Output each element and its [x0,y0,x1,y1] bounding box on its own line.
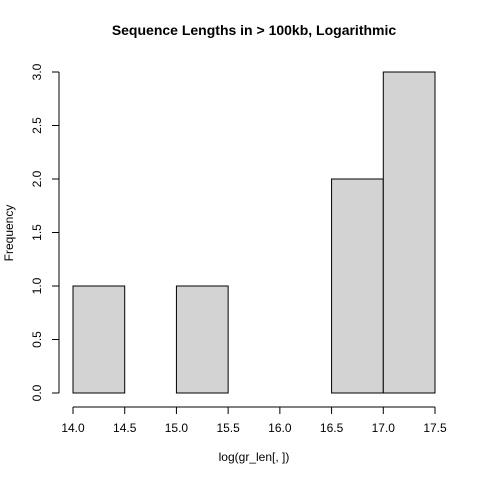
x-tick-label: 17.5 [423,421,447,435]
y-axis-label: Frequency [2,205,16,262]
x-axis-label: log(gr_len[, ]) [219,450,290,464]
y-tick-label: 2.5 [30,117,44,134]
bars-layer [72,71,436,394]
x-tick-label: 17.0 [372,421,396,435]
y-tick-label: 0.5 [30,331,44,348]
x-axis: 14.0 14.5 15.0 15.5 16.0 16.5 17.0 17.5 [61,406,447,435]
histogram-bar-0 [72,285,126,394]
histogram-bar-2 [175,285,229,394]
y-tick-label: 1.5 [30,224,44,241]
y-tick-label: 3.0 [30,63,44,80]
y-tick-label: 0.0 [30,384,44,401]
x-tick-label: 16.5 [320,421,344,435]
x-tick-label: 15.0 [165,421,189,435]
chart-title: Sequence Lengths in > 100kb, Logarithmic [112,22,397,38]
y-axis: 0.0 0.5 1.0 1.5 2.0 2.5 3.0 [30,63,60,401]
y-tick-label: 2.0 [30,170,44,187]
y-tick-label: 1.0 [30,277,44,294]
x-tick-label: 14.5 [113,421,137,435]
histogram-bar-5 [331,178,384,394]
x-tick-label: 15.5 [216,421,240,435]
x-tick-label: 16.0 [268,421,292,435]
x-tick-label: 14.0 [61,421,85,435]
histogram-bar-6 [382,71,436,394]
